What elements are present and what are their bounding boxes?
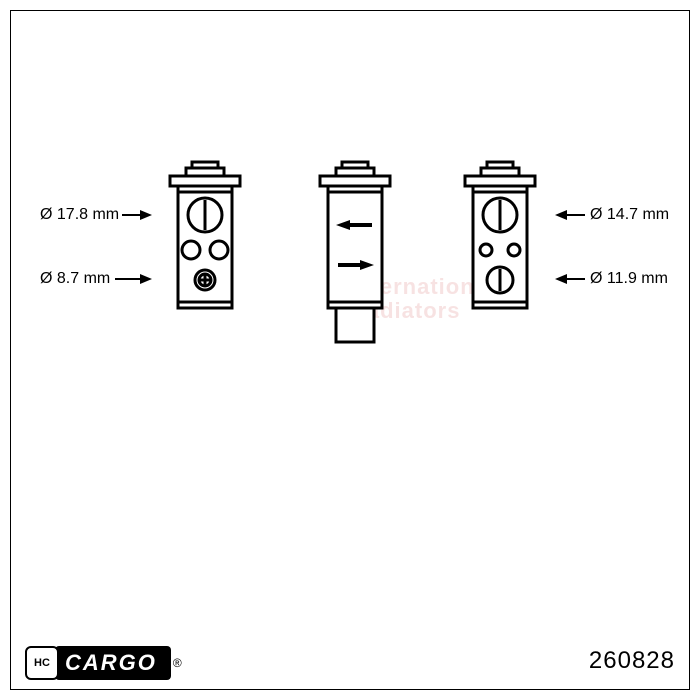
valve-side-view xyxy=(300,160,410,360)
arrow-right-icon xyxy=(140,210,152,220)
brand-logo: HC CARGO ® xyxy=(25,646,182,680)
arrow-stem xyxy=(567,278,585,280)
arrow-right-icon xyxy=(140,274,152,284)
arrow-stem xyxy=(115,278,140,280)
arrow-left-icon xyxy=(555,274,567,284)
dim-right-top: Ø 14.7 mm xyxy=(590,206,669,224)
diagram-area: Ø 17.8 mm Ø 8.7 mm Ø 14.7 mm Ø 11.9 mm xyxy=(0,120,700,420)
valve-front-view xyxy=(150,160,260,340)
valve-rear-view xyxy=(445,160,555,340)
arrow-stem xyxy=(122,214,140,216)
arrow-stem xyxy=(567,214,585,216)
dim-left-top: Ø 17.8 mm xyxy=(40,206,119,224)
dim-right-bottom: Ø 11.9 mm xyxy=(590,270,668,288)
logo-reg: ® xyxy=(173,656,182,670)
logo-text: CARGO xyxy=(55,646,171,680)
logo-name: CARGO xyxy=(65,650,157,675)
dim-left-bottom: Ø 8.7 mm xyxy=(40,270,110,288)
arrow-left-icon xyxy=(555,210,567,220)
part-number: 260828 xyxy=(589,647,675,675)
logo-badge: HC xyxy=(25,646,59,680)
